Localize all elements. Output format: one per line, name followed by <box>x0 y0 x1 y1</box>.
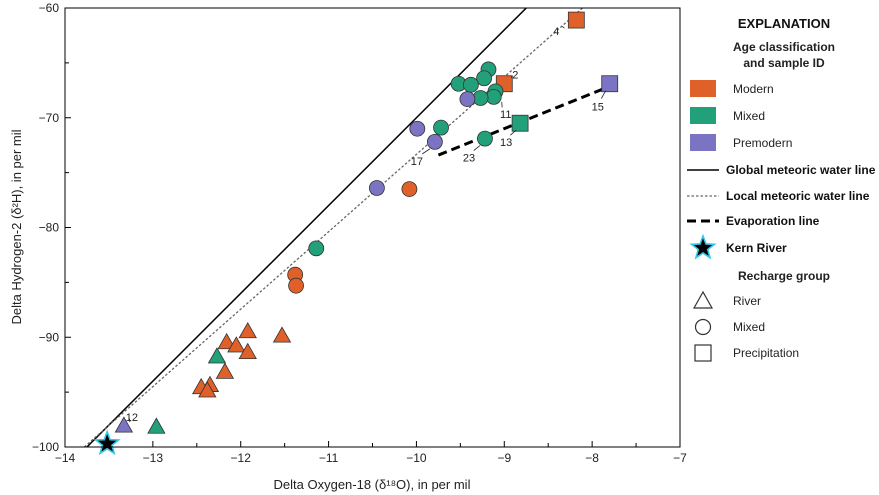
legend-item-local-line: Local meteoric water line <box>726 189 870 203</box>
legend-item-river: River <box>733 294 761 308</box>
sample-label-leader <box>422 148 431 155</box>
x-tick-label: −14 <box>55 451 76 465</box>
point-river-mixed <box>207 347 227 364</box>
sample-id-label: 23 <box>463 153 475 165</box>
x-tick-label: −11 <box>319 451 339 465</box>
point-river-modern <box>215 362 235 379</box>
legend-item-modern: Modern <box>733 82 774 96</box>
point-river-modern <box>238 321 257 339</box>
legend-swatch-premodern <box>690 134 716 151</box>
sample-label-leader <box>600 90 607 99</box>
x-axis-label: Delta Oxygen-18 (δ¹⁸O), in per mil <box>274 477 471 492</box>
point-mixed-mixed <box>462 76 479 93</box>
sample-id-label: 12 <box>126 412 138 424</box>
point-river-modern <box>238 342 257 360</box>
legend-swatch-mixed <box>690 107 716 124</box>
x-tick-label: −13 <box>143 451 164 465</box>
point-mixed-modern <box>288 277 304 294</box>
data-points <box>93 11 619 456</box>
point-river-premodern <box>114 416 134 433</box>
legend-item-precipitation: Precipitation <box>733 346 799 360</box>
y-tick-label: −70 <box>39 111 60 125</box>
legend-item-recharge-mixed: Mixed <box>733 320 765 334</box>
point-mixed-mixed <box>472 90 489 106</box>
sample-id-label: 2 <box>512 70 518 82</box>
sample-label-leader <box>562 26 565 29</box>
tick-labels: −14 −13 −12 −11 −10 −9 −8 −7 −100 −90 −80 −70 −60 <box>32 1 687 465</box>
point-mixed-premodern <box>368 180 385 196</box>
legend-age-title-line2: and sample ID <box>743 56 825 70</box>
point-mixed-modern <box>401 181 418 197</box>
point-mixed-premodern <box>409 120 426 137</box>
kern-river-star-icon <box>93 429 121 456</box>
legend-item-premodern: Premodern <box>733 136 792 150</box>
legend-title: EXPLANATION <box>738 16 830 31</box>
legend-item-global-line: Global meteoric water line <box>726 163 876 177</box>
y-axis-label: Delta Hydrogen-2 (δ²H), in per mil <box>9 129 24 324</box>
legend: EXPLANATION Age classification and sampl… <box>687 16 876 362</box>
legend-swatch-modern <box>690 80 716 97</box>
sample-label-leader <box>510 75 513 78</box>
point-precipitation-mixed <box>511 114 529 132</box>
reference-lines <box>83 8 606 447</box>
sample-label-leader <box>510 129 517 136</box>
legend-age-title-line1: Age classification <box>733 40 835 54</box>
y-tick-label: −100 <box>32 440 59 454</box>
tick-marks <box>64 7 681 448</box>
sample-label-leader <box>473 145 481 151</box>
point-mixed-premodern <box>426 133 443 150</box>
point-river-modern <box>227 336 246 353</box>
point-river-modern <box>198 381 217 398</box>
point-river-modern <box>217 332 236 350</box>
legend-item-kern-river: Kern River <box>726 241 787 255</box>
legend-kern-river-star-icon <box>689 233 717 260</box>
x-tick-label: −8 <box>585 451 599 465</box>
legend-item-mixed: Mixed <box>733 109 765 123</box>
plot-frame <box>64 7 681 448</box>
sample-id-label: 4 <box>553 26 559 38</box>
point-mixed-mixed <box>485 88 502 105</box>
x-tick-label: −7 <box>673 451 687 465</box>
x-tick-label: −10 <box>406 451 427 465</box>
point-precipitation-modern <box>567 11 585 29</box>
y-tick-label: −60 <box>39 1 60 15</box>
point-river-mixed <box>147 417 166 434</box>
legend-circle-icon <box>694 318 712 336</box>
y-tick-label: −90 <box>39 330 60 344</box>
y-tick-label: −80 <box>39 221 60 235</box>
legend-square-icon <box>694 344 712 362</box>
point-mixed-premodern <box>459 91 476 107</box>
legend-item-evaporation-line: Evaporation line <box>726 214 820 228</box>
point-river-modern <box>272 326 292 343</box>
legend-recharge-title: Recharge group <box>738 269 830 283</box>
global-meteoric-water-line <box>85 8 528 447</box>
legend-triangle-icon <box>692 290 714 309</box>
point-precipitation-premodern <box>601 75 619 93</box>
sample-id-label: 17 <box>411 156 423 168</box>
sample-id-label: 13 <box>500 137 512 149</box>
point-mixed-mixed <box>477 130 493 147</box>
x-tick-label: −9 <box>497 451 511 465</box>
sample-id-label: 11 <box>500 109 511 121</box>
x-tick-label: −12 <box>231 451 252 465</box>
point-mixed-mixed <box>433 119 449 136</box>
point-labels: 4 2 13 15 11 17 23 12 <box>126 26 607 424</box>
point-mixed-mixed <box>308 240 325 257</box>
point-mixed-mixed <box>476 70 492 87</box>
local-meteoric-water-line <box>83 8 583 447</box>
sample-id-label: 15 <box>592 102 604 114</box>
